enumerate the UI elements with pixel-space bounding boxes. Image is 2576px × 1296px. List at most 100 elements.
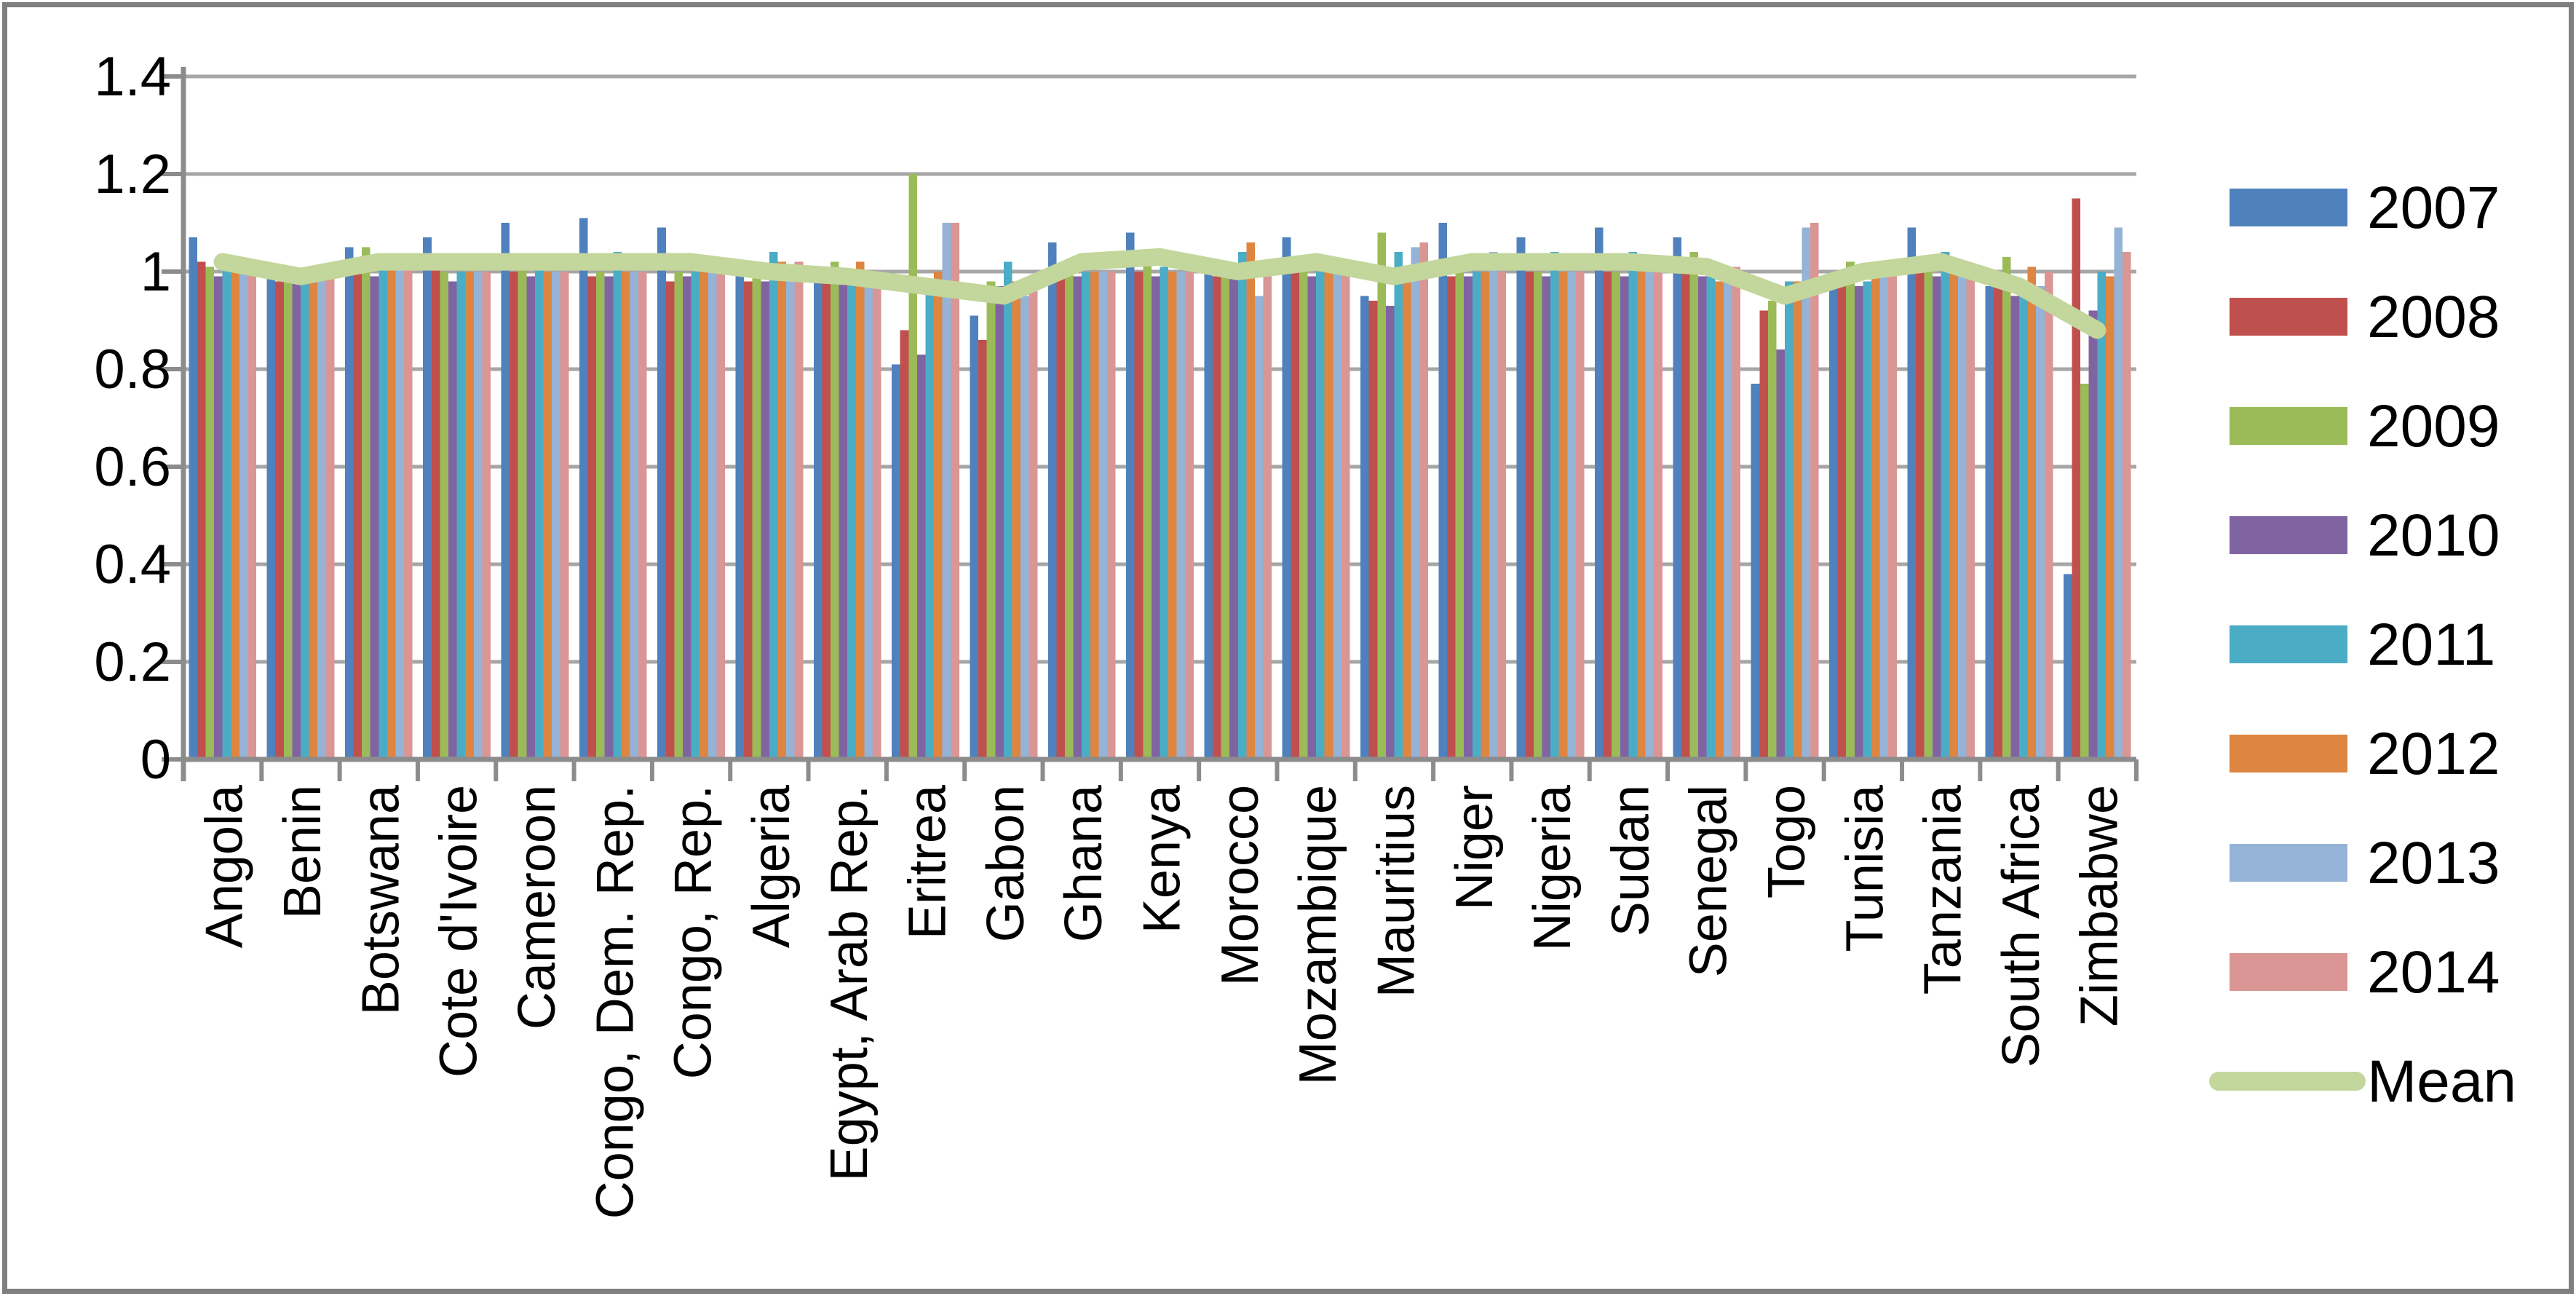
- bar-2009-zimbabwe: [2080, 384, 2089, 759]
- bar-2007-senegal: [1673, 237, 1681, 760]
- bar-2013-algeria: [786, 272, 795, 759]
- bar-2010-south-africa: [2010, 296, 2020, 759]
- mean-line: [213, 248, 2107, 339]
- bar-2009-botswana: [362, 247, 370, 759]
- legend-label-2010: 2010: [2367, 502, 2500, 569]
- legend-swatch-2014: [2230, 953, 2347, 991]
- bar-2012-cote-d-ivoire: [465, 272, 474, 759]
- bar-2013-eritrea: [942, 223, 951, 759]
- legend-swatch-2011: [2230, 625, 2347, 663]
- bar-2010-cote-d-ivoire: [448, 281, 457, 759]
- bar-2013-kenya: [1176, 272, 1186, 759]
- bar-2013-egypt-arab-rep: [864, 281, 873, 759]
- bar-2010-zimbabwe: [2088, 310, 2098, 760]
- xtick-label-togo: Togo: [1758, 785, 1816, 898]
- xtick-label-algeria: Algeria: [742, 784, 801, 948]
- legend-label-2012: 2012: [2367, 721, 2500, 787]
- ytick-label-0.8: 0.8: [94, 339, 171, 400]
- bar-2010-egypt-arab-rep: [839, 281, 848, 759]
- ytick-label-1: 1: [140, 241, 171, 303]
- bar-2007-cameroon: [501, 223, 510, 759]
- bar-2012-nigeria: [1558, 272, 1568, 759]
- bar-2013-nigeria: [1567, 272, 1576, 759]
- bar-2009-cameroon: [518, 266, 527, 759]
- bar-2009-eritrea: [908, 174, 917, 759]
- bar-2007-zimbabwe: [2063, 574, 2072, 759]
- bar-2009-kenya: [1143, 252, 1152, 759]
- bar-2012-mozambique: [1324, 272, 1333, 759]
- bar-2014-togo: [1810, 223, 1819, 759]
- bar-2012-congo-rep: [700, 272, 708, 759]
- bar-2009-morocco: [1221, 276, 1230, 759]
- bar-2009-togo: [1767, 301, 1777, 759]
- bar-2007-cote-d-ivoire: [423, 237, 432, 760]
- bar-2013-togo: [1802, 227, 1810, 759]
- bar-2011-zimbabwe: [2097, 272, 2106, 759]
- bar-2007-ghana: [1047, 242, 1057, 759]
- xtick-label-gabon: Gabon: [977, 785, 1035, 942]
- bar-2008-kenya: [1134, 272, 1144, 759]
- bar-2013-south-africa: [2036, 286, 2045, 760]
- xtick-label-zimbabwe: Zimbabwe: [2070, 785, 2128, 1027]
- bar-2009-gabon: [986, 281, 996, 759]
- bar-2011-kenya: [1160, 266, 1169, 759]
- bar-2011-tunisia: [1863, 281, 1871, 759]
- bar-2013-ghana: [1098, 272, 1107, 759]
- bar-2011-nigeria: [1550, 252, 1559, 759]
- bar-2014-cote-d-ivoire: [482, 272, 491, 759]
- bar-2011-congo-dem-rep: [613, 252, 622, 759]
- xtick-label-nigeria: Nigeria: [1523, 784, 1582, 951]
- bar-2009-mauritius: [1377, 232, 1386, 759]
- bar-2009-congo-dem-rep: [596, 272, 605, 759]
- bar-2011-gabon: [1003, 261, 1012, 760]
- xtick-label-mauritius: Mauritius: [1367, 785, 1425, 997]
- bar-2007-mozambique: [1282, 237, 1291, 760]
- bar-2012-niger: [1481, 272, 1489, 759]
- bar-2013-zimbabwe: [2114, 227, 2123, 759]
- xtick-label-ghana: Ghana: [1055, 784, 1113, 942]
- bar-2013-niger: [1489, 252, 1498, 759]
- xtick-label-eritrea: Eritrea: [899, 784, 957, 939]
- bar-2014-niger: [1497, 272, 1507, 759]
- bar-2010-algeria: [761, 281, 769, 759]
- bar-2013-senegal: [1723, 266, 1732, 759]
- bar-2008-togo: [1759, 310, 1768, 760]
- bar-2010-nigeria: [1542, 276, 1551, 759]
- bar-2008-cote-d-ivoire: [431, 266, 440, 759]
- bar-2008-south-africa: [1994, 281, 2002, 759]
- bar-2011-botswana: [379, 266, 387, 759]
- bar-2014-mozambique: [1341, 272, 1350, 759]
- bar-2012-ghana: [1090, 272, 1099, 759]
- legend-swatch-2007: [2230, 189, 2347, 226]
- bar-2009-mozambique: [1299, 272, 1308, 759]
- bar-2009-ghana: [1064, 272, 1074, 759]
- xtick-label-cote-d-ivoire: Cote d'Ivoire: [430, 785, 488, 1078]
- legend-swatch-2013: [2230, 844, 2347, 882]
- bar-2008-tanzania: [1915, 272, 1925, 759]
- bar-2014-zimbabwe: [2123, 252, 2131, 759]
- bar-2009-south-africa: [2002, 256, 2011, 759]
- bar-2008-sudan: [1603, 272, 1612, 759]
- bar-2013-tunisia: [1879, 276, 1889, 759]
- bar-2012-botswana: [387, 266, 396, 759]
- bar-2013-cote-d-ivoire: [473, 272, 483, 759]
- bar-2013-cameroon: [552, 272, 560, 759]
- bar-2007-morocco: [1204, 272, 1213, 759]
- bar-2011-congo-rep: [691, 272, 700, 759]
- ytick-label-0.4: 0.4: [94, 534, 171, 596]
- bar-2007-congo-dem-rep: [579, 218, 588, 759]
- xtick-label-angola: Angola: [196, 784, 254, 948]
- bar-2007-togo: [1751, 384, 1760, 759]
- bar-2008-ghana: [1056, 276, 1065, 759]
- bar-2012-south-africa: [2027, 266, 2037, 759]
- bar-2010-kenya: [1151, 276, 1160, 759]
- bar-2010-botswana: [370, 276, 379, 759]
- bar-2007-egypt-arab-rep: [813, 281, 823, 759]
- bar-2012-togo: [1793, 281, 1802, 759]
- bar-2007-kenya: [1126, 232, 1135, 759]
- bar-2012-sudan: [1637, 272, 1646, 759]
- bar-2010-togo: [1776, 349, 1786, 759]
- legend-label-2013: 2013: [2367, 830, 2500, 896]
- bar-2009-cote-d-ivoire: [440, 272, 449, 759]
